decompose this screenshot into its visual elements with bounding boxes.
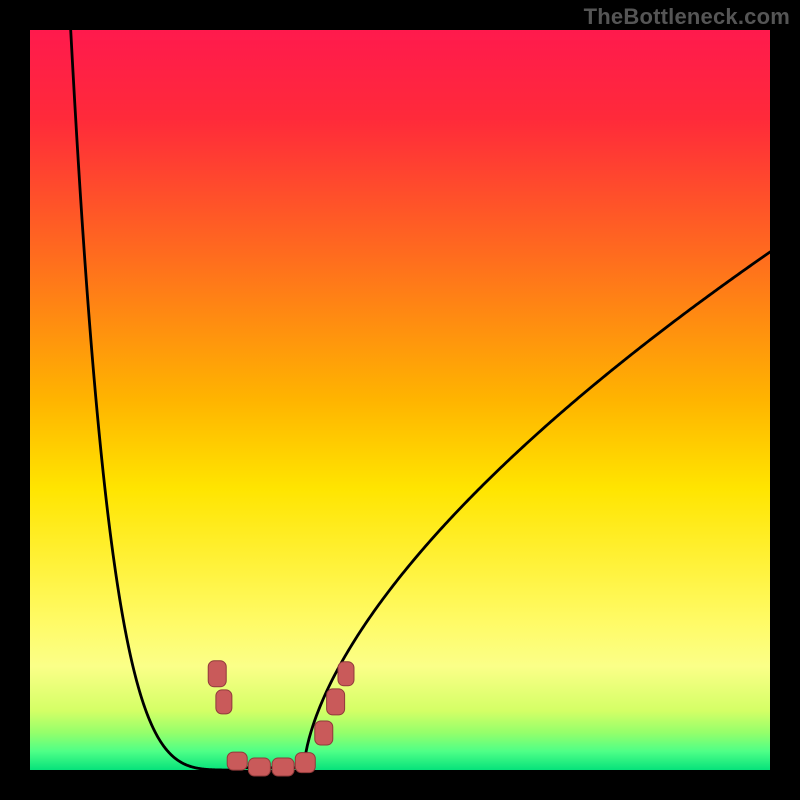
marker-point <box>248 758 270 776</box>
marker-point <box>208 661 226 687</box>
marker-point <box>272 758 294 776</box>
marker-point <box>216 690 232 714</box>
watermark-label: TheBottleneck.com <box>584 4 790 30</box>
marker-point <box>227 752 247 770</box>
marker-point <box>327 689 345 715</box>
chart-frame: TheBottleneck.com <box>0 0 800 800</box>
marker-point <box>315 721 333 745</box>
marker-layer <box>0 0 800 800</box>
marker-point <box>295 753 315 773</box>
marker-point <box>338 662 354 686</box>
